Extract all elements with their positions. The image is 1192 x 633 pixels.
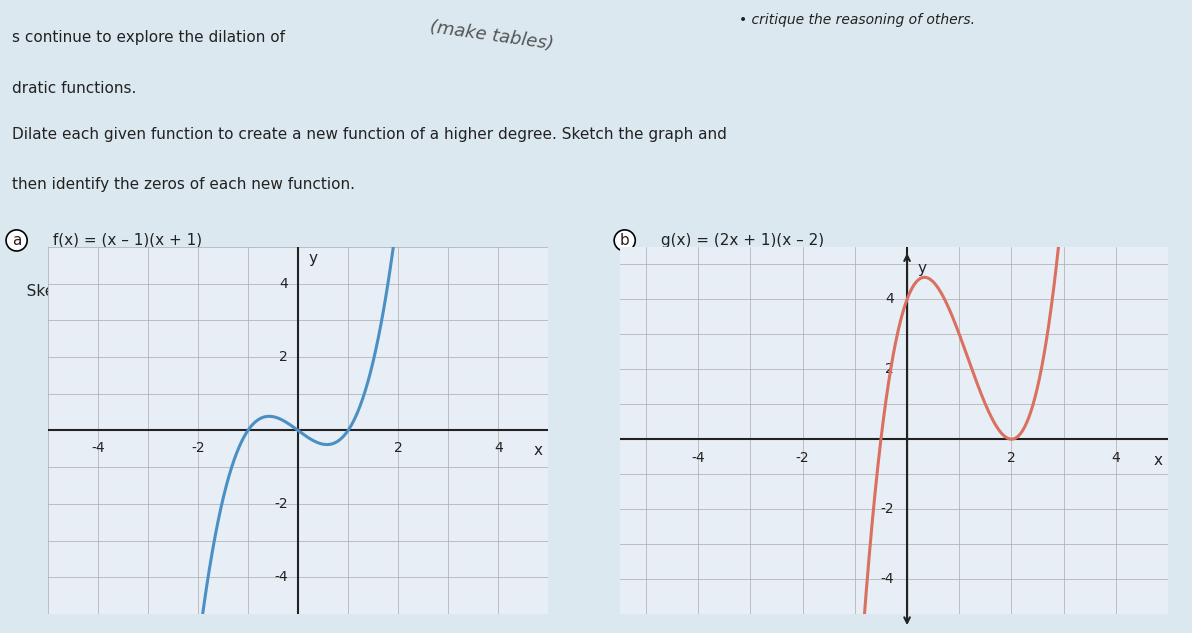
Text: • critique the reasoning of others.: • critique the reasoning of others. [739,13,975,27]
Text: 4: 4 [1112,451,1120,465]
Text: -2: -2 [881,502,894,516]
Text: -2: -2 [191,441,205,456]
Text: 4: 4 [493,441,503,456]
Text: Sketch x · f(x).: Sketch x · f(x). [12,284,138,299]
Text: 2: 2 [1007,451,1016,465]
Text: -2: -2 [274,497,288,511]
Text: -4: -4 [91,441,105,456]
Text: (make tables): (make tables) [429,18,555,53]
Text: -4: -4 [881,572,894,586]
Text: dratic functions.: dratic functions. [12,81,136,96]
Text: 4: 4 [279,277,288,291]
Text: -4: -4 [691,451,704,465]
Text: Sketch (x – 2) · g(x).: Sketch (x – 2) · g(x). [620,284,789,299]
Text: y: y [918,261,926,276]
Text: x: x [534,443,542,458]
Text: 2: 2 [393,441,403,456]
Text: s continue to explore the dilation of: s continue to explore the dilation of [12,30,285,46]
Text: 2: 2 [279,350,288,364]
Text: b: b [620,233,629,248]
Text: f(x) = (x – 1)(x + 1): f(x) = (x – 1)(x + 1) [48,233,201,248]
Text: -4: -4 [274,570,288,584]
Text: y: y [308,251,317,265]
Text: 4: 4 [886,292,894,306]
Text: a: a [12,233,21,248]
Text: Dilate each given function to create a new function of a higher degree. Sketch t: Dilate each given function to create a n… [12,127,727,142]
Text: 2: 2 [886,362,894,376]
Text: x: x [1153,453,1162,468]
Text: then identify the zeros of each new function.: then identify the zeros of each new func… [12,177,355,192]
Text: -2: -2 [796,451,809,465]
Text: g(x) = (2x + 1)(x – 2): g(x) = (2x + 1)(x – 2) [656,233,824,248]
